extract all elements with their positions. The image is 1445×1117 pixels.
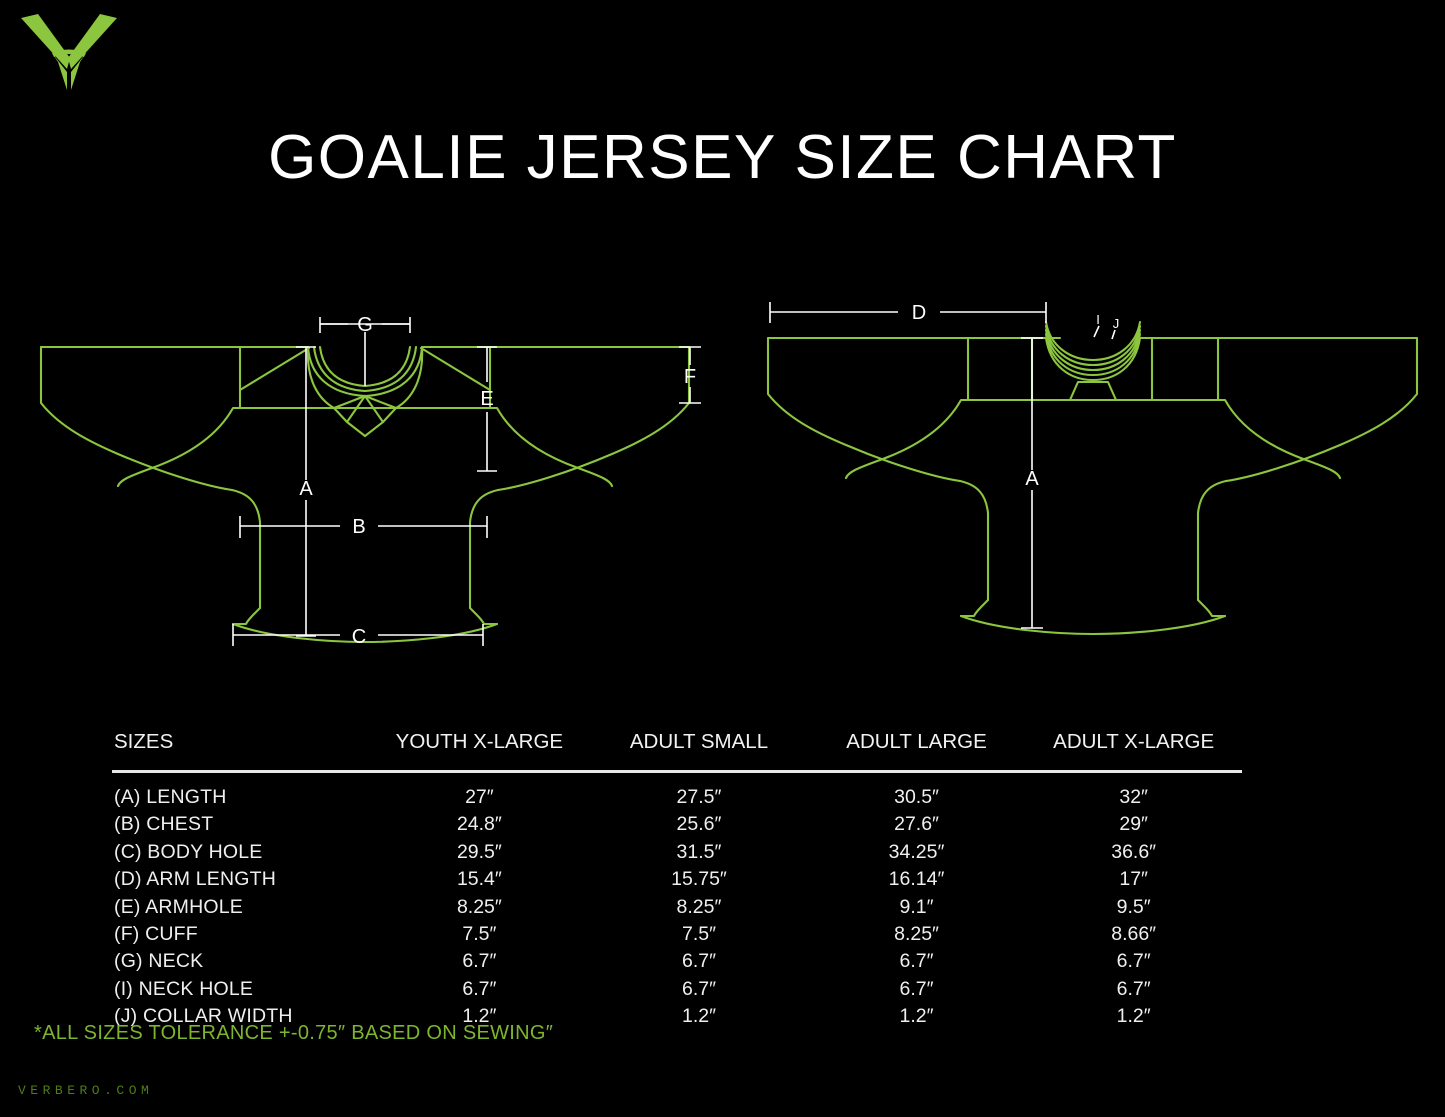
back-dimension-lines [769, 302, 1116, 629]
cell-arm-length-youth-x-large: 15.4″ [456, 868, 502, 891]
row-label-chest: (B) CHEST [114, 813, 214, 836]
table-row: (I) NECK HOLE 6.7″ 6.7″ 6.7″ 6.7″ [112, 975, 1242, 1002]
front-jersey-outline [39, 345, 691, 644]
cell-length-adult-x-large: 32″ [1119, 786, 1148, 808]
cell-arm-length-adult-large: 16.14″ [888, 868, 945, 891]
cell-chest-adult-large: 27.6″ [894, 813, 939, 836]
back-dimension-labels: D A I J [912, 302, 1119, 490]
row-label-length: (A) LENGTH [114, 786, 227, 808]
cell-collar-width-adult-large: 1.2″ [899, 1005, 934, 1027]
table-row: (F) CUFF 7.5″ 7.5″ 8.25″ 8.66″ [112, 921, 1242, 948]
table-row: (J) COLLAR WIDTH 1.2″ 1.2″ 1.2″ 1.2″ [112, 1003, 1242, 1030]
cell-armhole-adult-x-large: 9.5″ [1116, 895, 1151, 918]
table-row: (G) NECK 6.7″ 6.7″ 6.7″ 6.7″ [112, 948, 1242, 975]
cell-neck-youth-x-large: 6.7″ [462, 950, 497, 973]
cell-armhole-adult-large: 9.1″ [899, 895, 934, 918]
cell-collar-width-adult-small: 1.2″ [681, 1005, 716, 1027]
column-header-adult-x-large: ADULT X-LARGE [1053, 730, 1215, 753]
cell-chest-youth-x-large: 24.8″ [456, 813, 502, 836]
dim-label-I: I [1096, 312, 1100, 327]
table-body: (A) LENGTH 27″ 27.5″ 30.5″ 32″ (B) CHEST… [112, 772, 1242, 1031]
row-label-armhole: (E) ARMHOLE [114, 895, 243, 918]
column-header-sizes: SIZES [114, 730, 174, 753]
table-row: (E) ARMHOLE 8.25″ 8.25″ 9.1″ 9.5″ [112, 893, 1242, 920]
cell-armhole-youth-x-large: 8.25″ [456, 895, 502, 918]
cell-cuff-adult-small: 7.5″ [681, 922, 716, 945]
cell-neck-hole-adult-small: 6.7″ [681, 977, 716, 1000]
cell-neck-adult-large: 6.7″ [899, 950, 934, 973]
dim-label-D: D [912, 302, 926, 324]
cell-armhole-adult-small: 8.25″ [676, 895, 722, 918]
table-header-row: SIZES YOUTH X-LARGE ADULT SMALL ADULT LA… [112, 730, 1242, 772]
cell-body-hole-adult-small: 31.5″ [676, 840, 722, 863]
dim-label-C: C [352, 626, 366, 648]
table-row: (A) LENGTH 27″ 27.5″ 30.5″ 32″ [112, 772, 1242, 812]
cell-chest-adult-x-large: 29″ [1119, 813, 1148, 836]
row-label-neck-hole: (I) NECK HOLE [114, 977, 254, 1000]
dim-label-G: G [357, 314, 373, 336]
cell-cuff-adult-x-large: 8.66″ [1111, 922, 1157, 945]
dim-label-B: B [352, 516, 365, 538]
cell-neck-hole-adult-x-large: 6.7″ [1116, 977, 1151, 1000]
cell-collar-width-youth-x-large: 1.2″ [462, 1005, 497, 1027]
cell-length-adult-small: 27.5″ [676, 786, 722, 808]
jersey-diagrams: G A B C E F [0, 290, 1445, 670]
row-label-body-hole: (C) BODY HOLE [114, 840, 263, 863]
tolerance-footnote: *ALL SIZES TOLERANCE +-0.75″ BASED ON SE… [34, 1022, 554, 1044]
back-jersey-outline [766, 320, 1419, 636]
cell-neck-hole-youth-x-large: 6.7″ [462, 977, 497, 1000]
cell-arm-length-adult-x-large: 17″ [1119, 868, 1148, 891]
dim-label-A-back: A [1025, 468, 1039, 490]
row-label-collar-width: (J) COLLAR WIDTH [114, 1005, 293, 1027]
cell-body-hole-adult-x-large: 36.6″ [1111, 840, 1157, 863]
cell-body-hole-adult-large: 34.25″ [888, 840, 945, 863]
row-label-neck: (G) NECK [114, 950, 204, 973]
site-watermark: VERBERO.COM [18, 1083, 154, 1098]
dim-label-E: E [480, 388, 493, 410]
verbero-v-logo [14, 6, 124, 96]
front-dimension-lines [232, 317, 701, 646]
cell-cuff-adult-large: 8.25″ [894, 922, 939, 945]
table-header: SIZES YOUTH X-LARGE ADULT SMALL ADULT LA… [112, 730, 1242, 772]
column-header-youth-x-large: YOUTH X-LARGE [395, 730, 564, 753]
front-dimension-labels: G A B C E F [299, 314, 696, 648]
dim-label-J: J [1113, 316, 1120, 331]
size-chart-table: SIZES YOUTH X-LARGE ADULT SMALL ADULT LA… [112, 730, 1242, 1030]
column-header-adult-small: ADULT SMALL [629, 730, 769, 753]
table-row: (D) ARM LENGTH 15.4″ 15.75″ 16.14″ 17″ [112, 866, 1242, 893]
cell-arm-length-adult-small: 15.75″ [671, 868, 727, 891]
row-label-arm-length: (D) ARM LENGTH [114, 868, 277, 891]
dim-label-F: F [684, 366, 696, 388]
page-title: GOALIE JERSEY SIZE CHART [268, 123, 1177, 192]
dim-label-A-front: A [299, 478, 313, 500]
cell-chest-adult-small: 25.6″ [676, 813, 722, 836]
cell-neck-adult-x-large: 6.7″ [1116, 950, 1151, 973]
row-label-cuff: (F) CUFF [114, 922, 198, 945]
cell-body-hole-youth-x-large: 29.5″ [456, 840, 502, 863]
column-header-adult-large: ADULT LARGE [846, 730, 987, 753]
table-row: (B) CHEST 24.8″ 25.6″ 27.6″ 29″ [112, 811, 1242, 838]
cell-length-youth-x-large: 27″ [465, 786, 494, 808]
cell-length-adult-large: 30.5″ [894, 786, 939, 808]
cell-cuff-youth-x-large: 7.5″ [462, 922, 497, 945]
cell-neck-adult-small: 6.7″ [681, 950, 716, 973]
cell-neck-hole-adult-large: 6.7″ [899, 977, 934, 1000]
cell-collar-width-adult-x-large: 1.2″ [1116, 1005, 1151, 1027]
table-row: (C) BODY HOLE 29.5″ 31.5″ 34.25″ 36.6″ [112, 839, 1242, 866]
